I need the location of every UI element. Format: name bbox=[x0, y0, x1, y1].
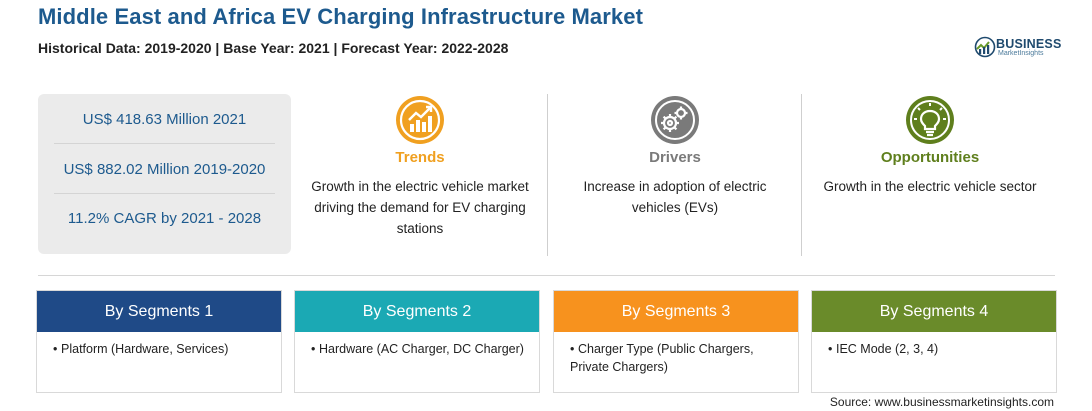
segment-2-text: Hardware (AC Charger, DC Charger) bbox=[319, 342, 524, 356]
segment-4-header: By Segments 4 bbox=[812, 291, 1056, 332]
drivers-column: Drivers Increase in adoption of electric… bbox=[555, 94, 795, 256]
opportunities-text: Growth in the electric vehicle sector bbox=[823, 179, 1037, 194]
segment-4-item: • IEC Mode (2, 3, 4) bbox=[812, 332, 1056, 358]
segment-3-header: By Segments 3 bbox=[554, 291, 798, 332]
drivers-title: Drivers bbox=[649, 149, 701, 166]
market-cagr: 11.2% CAGR by 2021 - 2028 bbox=[67, 210, 262, 227]
segment-1-item: • Platform (Hardware, Services) bbox=[37, 332, 281, 358]
logo-globe-icon bbox=[974, 36, 996, 58]
trends-column: Trends Growth in the electric vehicle ma… bbox=[300, 94, 540, 256]
page-subtitle: Historical Data: 2019-2020 | Base Year: … bbox=[38, 40, 509, 56]
logo-name: BUSINESS bbox=[996, 37, 1062, 51]
drivers-text: Increase in adoption of electric vehicle… bbox=[583, 179, 767, 215]
bullet: • bbox=[570, 342, 575, 356]
segment-1-header: By Segments 1 bbox=[37, 291, 281, 332]
lightbulb-icon bbox=[906, 96, 954, 144]
bullet: • bbox=[311, 342, 316, 356]
segment-card-1: By Segments 1 • Platform (Hardware, Servi… bbox=[36, 290, 282, 393]
segment-card-3: By Segments 3 • Charger Type (Public Char… bbox=[553, 290, 799, 393]
opportunities-column: Opportunities Growth in the electric veh… bbox=[810, 94, 1050, 256]
segment-2-item: • Hardware (AC Charger, DC Charger) bbox=[295, 332, 539, 358]
trends-text: Growth in the electric vehicle market dr… bbox=[311, 179, 529, 236]
company-logo: BUSINESS MarketInsights bbox=[974, 36, 1064, 62]
bullet: • bbox=[53, 342, 58, 356]
segment-card-4: By Segments 4 • IEC Mode (2, 3, 4) bbox=[811, 290, 1057, 393]
market-size-history: US$ 882.02 Million 2019-2020 bbox=[63, 161, 266, 178]
trends-title: Trends bbox=[395, 149, 445, 166]
stat-divider bbox=[54, 143, 275, 144]
segment-3-item: • Charger Type (Public Chargers, Private … bbox=[554, 332, 798, 376]
trend-chart-icon bbox=[396, 96, 444, 144]
segment-3-text: Charger Type (Public Chargers, Private C… bbox=[570, 342, 754, 374]
stat-divider bbox=[54, 193, 275, 194]
column-divider bbox=[547, 94, 548, 256]
segment-4-text: IEC Mode (2, 3, 4) bbox=[836, 342, 939, 356]
segment-card-2: By Segments 2 • Hardware (AC Charger, DC … bbox=[294, 290, 540, 393]
market-stats-panel: US$ 418.63 Million 2021 US$ 882.02 Milli… bbox=[38, 94, 291, 254]
opportunities-title: Opportunities bbox=[880, 149, 980, 166]
gears-icon bbox=[651, 96, 699, 144]
source-credit: Source: www.businessmarketinsights.com bbox=[829, 395, 1054, 409]
bullet: • bbox=[828, 342, 833, 356]
section-divider bbox=[38, 275, 1055, 276]
page-title: Middle East and Africa EV Charging Infra… bbox=[38, 4, 644, 29]
logo-tagline: MarketInsights bbox=[998, 50, 1044, 57]
segment-2-header: By Segments 2 bbox=[295, 291, 539, 332]
column-divider bbox=[801, 94, 802, 256]
market-size-2021: US$ 418.63 Million 2021 bbox=[82, 111, 247, 128]
segment-1-text: Platform (Hardware, Services) bbox=[61, 342, 229, 356]
